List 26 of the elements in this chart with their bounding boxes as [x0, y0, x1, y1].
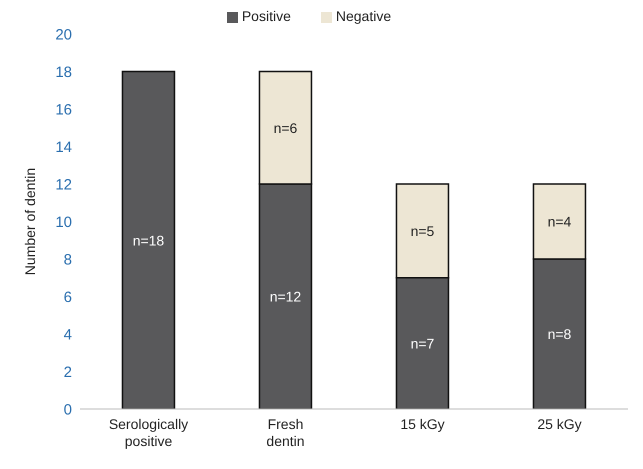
x-tick-label: Serologically positive [108, 416, 188, 449]
y-tick-label: 16 [55, 101, 72, 118]
y-tick-label: 12 [55, 176, 72, 194]
y-tick-label: 4 [64, 326, 72, 344]
y-tick-label: 6 [64, 288, 72, 306]
bar [122, 70, 176, 409]
data-label: n=7 [410, 335, 435, 352]
legend-label: Positive [242, 8, 291, 24]
x-tick-label: Fresh dentin [266, 416, 305, 449]
data-label: n=6 [274, 120, 298, 136]
x-tick-label: 15 kGy [400, 416, 445, 432]
y-axis-title: Number of dentin [22, 168, 38, 276]
data-label: n=5 [410, 222, 435, 239]
data-label: n=12 [270, 288, 302, 304]
y-tick-label: 18 [55, 64, 72, 81]
y-tick-label: 2 [64, 364, 72, 381]
legend-label: Negative [336, 8, 392, 24]
data-label: n=18 [132, 232, 164, 248]
y-tick-label: 10 [55, 214, 72, 231]
data-label: n=8 [548, 326, 572, 342]
y-tick-label: 0 [64, 401, 72, 418]
y-tick-label: 20 [55, 26, 72, 44]
data-label: n=4 [548, 214, 572, 230]
x-tick-label: 25 kGy [537, 416, 582, 432]
y-tick-label: 8 [64, 251, 72, 268]
y-tick-label: 14 [55, 138, 72, 156]
